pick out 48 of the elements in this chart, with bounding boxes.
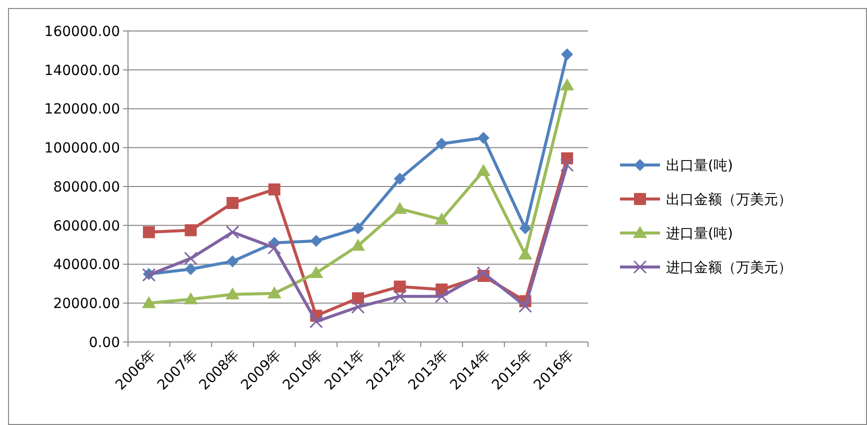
point [561, 48, 574, 60]
point [434, 212, 449, 225]
point [226, 225, 240, 239]
y-tick-label: 120000.00 [44, 102, 120, 118]
point [518, 248, 532, 260]
point [309, 314, 323, 328]
point [394, 172, 406, 185]
y-tick-label: 0.00 [88, 334, 120, 351]
legend-label: 进口量(吨) [666, 226, 733, 242]
point [184, 224, 197, 236]
point [184, 292, 198, 304]
point [352, 222, 364, 234]
y-tick-label: 140000.00 [44, 62, 120, 79]
point [560, 78, 574, 90]
y-tick-label: 160000.00 [44, 24, 120, 40]
point [226, 287, 240, 300]
y-tick-label: 100000.00 [44, 140, 120, 157]
point [142, 296, 156, 308]
point [476, 164, 490, 176]
point [434, 290, 448, 304]
point [519, 222, 532, 234]
point [476, 266, 490, 280]
legend-label: 出口量(吨) [666, 158, 733, 174]
y-tick-label: 60000.00 [53, 218, 120, 234]
point [394, 280, 406, 293]
legend-label: 出口金额（万美元） [666, 192, 792, 208]
point [518, 299, 532, 313]
point [226, 197, 239, 210]
point [393, 290, 407, 304]
point [184, 252, 198, 266]
point [268, 240, 282, 254]
point [351, 300, 365, 314]
point [142, 226, 155, 238]
point [351, 238, 365, 251]
point [392, 202, 407, 214]
legend-label: 进口金额（万美元） [666, 260, 792, 276]
point [310, 234, 322, 247]
point [309, 266, 324, 278]
point [184, 263, 197, 276]
point [267, 286, 282, 298]
y-tick-label: 20000.00 [53, 296, 120, 312]
point [268, 183, 280, 196]
point [436, 138, 448, 150]
point [477, 132, 490, 144]
y-tick-label: 80000.00 [53, 179, 120, 196]
y-tick-label: 40000.00 [53, 257, 120, 274]
point [560, 158, 574, 172]
point [226, 255, 239, 268]
